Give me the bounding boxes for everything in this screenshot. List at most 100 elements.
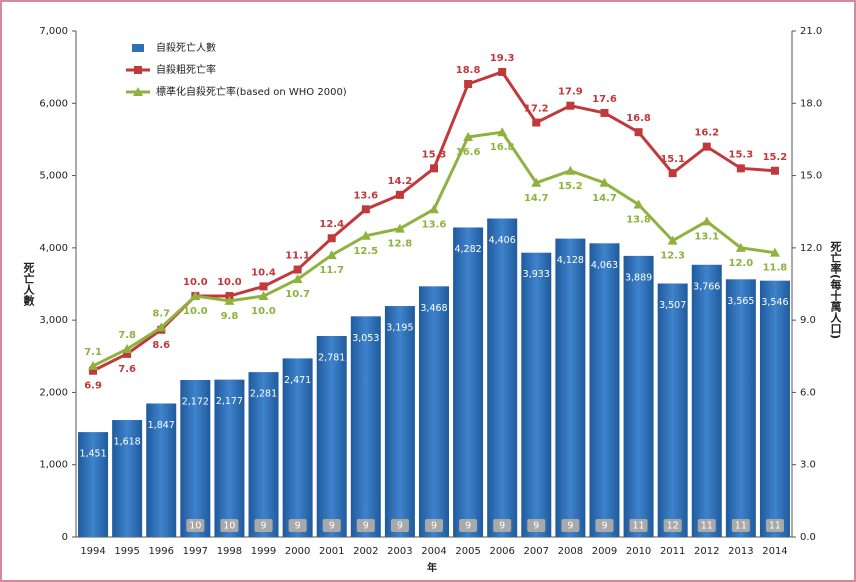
marker (326, 250, 337, 260)
bar (316, 335, 347, 537)
line-value-label: 8.6 (152, 340, 170, 351)
marker (566, 101, 575, 110)
marker (361, 205, 370, 214)
line-value-label: 8.7 (152, 308, 170, 319)
marker (224, 295, 235, 305)
line-value-label: 10.0 (183, 306, 208, 317)
line-value-label: 16.8 (626, 113, 651, 124)
y-tick-label: 5,000 (39, 171, 68, 182)
line-value-label: 14.7 (524, 193, 549, 204)
y2-tick-label: 3.0 (800, 460, 816, 471)
line-value-label: 13.8 (626, 214, 651, 225)
line-value-label: 17.2 (524, 104, 549, 115)
line-value-label: 10.4 (251, 267, 276, 278)
bar (521, 252, 552, 537)
line-value-label: 9.8 (221, 311, 239, 322)
legend-swatch (132, 44, 144, 52)
marker (531, 177, 542, 187)
line-value-label: 12.8 (388, 239, 413, 250)
legend-label: 自殺死亡人數 (156, 41, 216, 54)
line-value-label: 15.1 (660, 154, 685, 165)
rank-label: 11 (769, 521, 781, 532)
line-value-label: 16.8 (490, 142, 515, 153)
marker (89, 366, 98, 375)
marker (702, 142, 711, 151)
x-tick-label: 2002 (353, 546, 378, 557)
x-tick-label: 2001 (319, 546, 344, 557)
bar-value-label: 3,766 (693, 281, 720, 292)
y-tick-label: 2,000 (39, 387, 68, 398)
rank-label: 9 (397, 521, 403, 532)
bar-value-label: 1,847 (148, 420, 175, 431)
marker (463, 132, 474, 142)
bar (112, 420, 143, 537)
rank-box (425, 519, 443, 532)
line-value-label: 19.3 (490, 53, 515, 64)
bar (418, 286, 450, 537)
bar (453, 227, 484, 537)
marker (667, 235, 678, 245)
y-tick-label: 1,000 (39, 460, 68, 471)
x-tick-label: 2000 (285, 546, 310, 557)
bar (589, 243, 620, 537)
y-tick-label: 7,000 (39, 26, 68, 37)
marker (565, 165, 576, 175)
y-tick-label: 6,000 (39, 98, 68, 109)
bar-value-label: 4,128 (557, 255, 584, 266)
x-tick-label: 2003 (387, 546, 412, 557)
line-value-label: 10.0 (251, 306, 276, 317)
x-tick-label: 2005 (455, 546, 480, 557)
y-tick-label: 4,000 (39, 243, 68, 254)
line-value-label: 7.6 (118, 364, 136, 375)
line-value-label: 10.0 (183, 277, 208, 288)
bar-value-label: 2,172 (182, 396, 209, 407)
line-value-label: 12.3 (660, 251, 685, 262)
line-value-label: 13.6 (353, 190, 378, 201)
marker (634, 128, 643, 137)
marker (736, 164, 745, 173)
bar-value-label: 4,063 (591, 260, 618, 271)
bar-value-label: 2,781 (318, 352, 345, 363)
marker (464, 80, 473, 89)
marker (88, 360, 99, 370)
x-tick-label: 1995 (114, 546, 139, 557)
bar-value-label: 1,618 (114, 437, 141, 448)
rank-label: 10 (189, 521, 201, 532)
rank-label: 9 (567, 521, 573, 532)
rank-box (186, 519, 205, 532)
rank-label: 9 (363, 521, 369, 532)
x-tick-label: 2007 (524, 546, 549, 557)
rank-label: 12 (667, 521, 679, 532)
marker (259, 282, 268, 291)
y2-tick-label: 18.0 (800, 98, 822, 109)
x-tick-label: 2009 (592, 546, 617, 557)
line-value-label: 15.2 (763, 152, 788, 163)
marker (123, 349, 132, 358)
bar-value-label: 3,546 (761, 297, 788, 308)
bar-value-label: 3,053 (352, 333, 379, 344)
rank-box (459, 519, 478, 532)
rank-label: 9 (533, 521, 539, 532)
rank-box (731, 519, 750, 532)
bar-value-label: 3,933 (523, 269, 550, 280)
y-tick-label: 3,000 (39, 315, 68, 326)
rank-label: 11 (701, 521, 713, 532)
marker (532, 118, 541, 127)
bar (555, 238, 586, 538)
rank-label: 11 (735, 521, 747, 532)
y2-tick-label: 6.0 (800, 387, 816, 398)
y2-tick-label: 21.0 (800, 26, 822, 37)
marker (327, 234, 336, 243)
line-value-label: 17.6 (592, 94, 617, 105)
line-value-label: 10.7 (285, 289, 310, 300)
legend-label: 標準化自殺死亡率(based on WHO 2000) (156, 85, 347, 98)
bar (623, 255, 654, 537)
marker (156, 322, 167, 332)
x-tick-label: 2004 (421, 546, 446, 557)
marker (292, 274, 303, 284)
line-value-label: 7.8 (118, 330, 136, 341)
line-value-label: 15.3 (729, 149, 754, 160)
bar (384, 306, 415, 537)
bar (78, 432, 109, 537)
